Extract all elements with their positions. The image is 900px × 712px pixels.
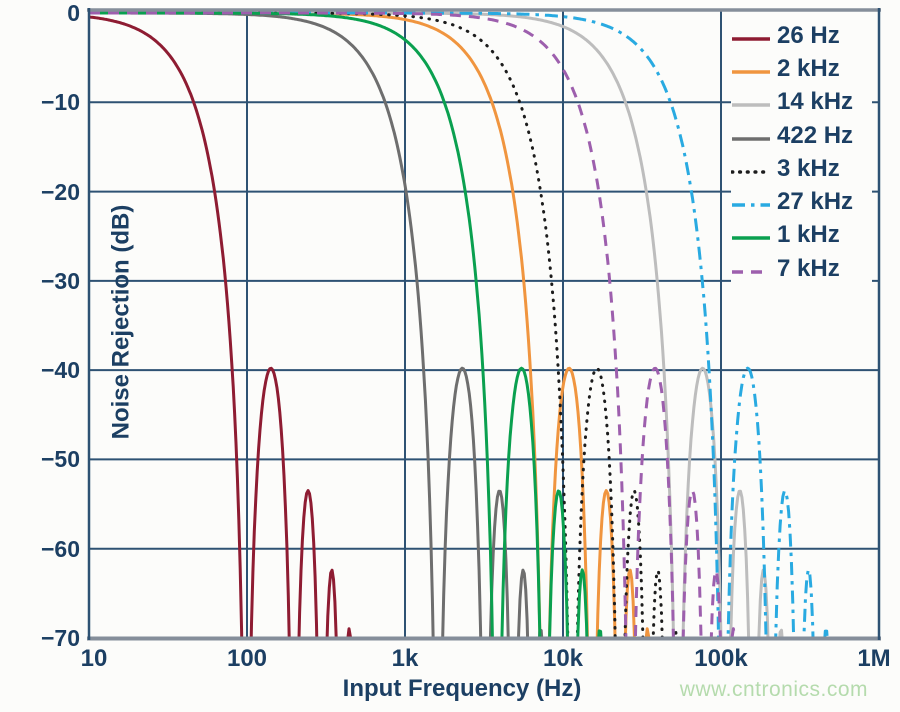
x-tick-100k: 100k (694, 645, 748, 672)
watermark-text: www.cntronics.com (679, 678, 868, 701)
legend-label: 3 kHz (777, 154, 840, 182)
legend-line-swatch (731, 97, 771, 107)
y-axis-title: Noise Rejection (dB) (107, 204, 135, 440)
grid (89, 10, 879, 638)
legend-line-swatch (731, 197, 771, 207)
legend-row-26hz: 26 Hz (731, 19, 872, 52)
legend-line-swatch (731, 131, 771, 141)
legend-label: 14 kHz (777, 88, 854, 116)
y-tick-40: −40 (40, 357, 80, 383)
legend-row-14khz: 14 kHz (731, 86, 872, 119)
legend-row-1khz: 1 kHz (731, 219, 872, 252)
curve-layer (90, 11, 829, 639)
legend-label: 1 kHz (777, 221, 840, 249)
y-tick-70: −70 (40, 625, 80, 651)
curve-27-khz (90, 11, 829, 639)
legend-row-422hz: 422 Hz (731, 119, 872, 152)
legend-row-3khz: 3 kHz (730, 152, 872, 185)
y-tick-60: −60 (40, 536, 80, 562)
legend-line-swatch (731, 31, 771, 41)
x-tick-10k: 10k (542, 645, 584, 672)
y-tick-30: −30 (40, 268, 80, 294)
legend-label: 2 kHz (777, 54, 840, 82)
legend-line-swatch (731, 264, 771, 274)
curve-1-khz (90, 11, 603, 639)
legend-row-2khz: 2 kHz (731, 52, 872, 85)
legend-line-swatch (730, 164, 772, 174)
legend-line-swatch (731, 230, 771, 241)
legend-label: 26 Hz (777, 21, 840, 49)
plot-frame (87, 8, 881, 641)
legend-row-7khz: 7 kHz (731, 252, 872, 285)
curve-26-hz (90, 15, 353, 639)
y-tick-50: −50 (40, 446, 80, 472)
legend-row-27khz: 27 kHz (731, 185, 872, 218)
x-tick-100: 100 (226, 645, 268, 672)
x-axis-title: Input Frequency (Hz) (342, 675, 582, 702)
y-tick-10: −10 (40, 89, 80, 115)
legend-line-swatch (731, 64, 771, 74)
x-tick-1m: 1M (857, 645, 891, 672)
legend-label: 27 kHz (777, 188, 854, 216)
x-tick-10: 10 (80, 645, 108, 672)
legend-label: 7 kHz (777, 254, 840, 282)
legend-label: 422 Hz (777, 121, 854, 149)
y-tick-20: −20 (40, 179, 80, 205)
y-tick-0: 0 (67, 0, 80, 26)
legend: 26 Hz 2 kHz 14 kHz 422 Hz 3 kHz 27 kHz 1… (730, 14, 872, 292)
x-tick-1k: 1k (391, 645, 419, 672)
